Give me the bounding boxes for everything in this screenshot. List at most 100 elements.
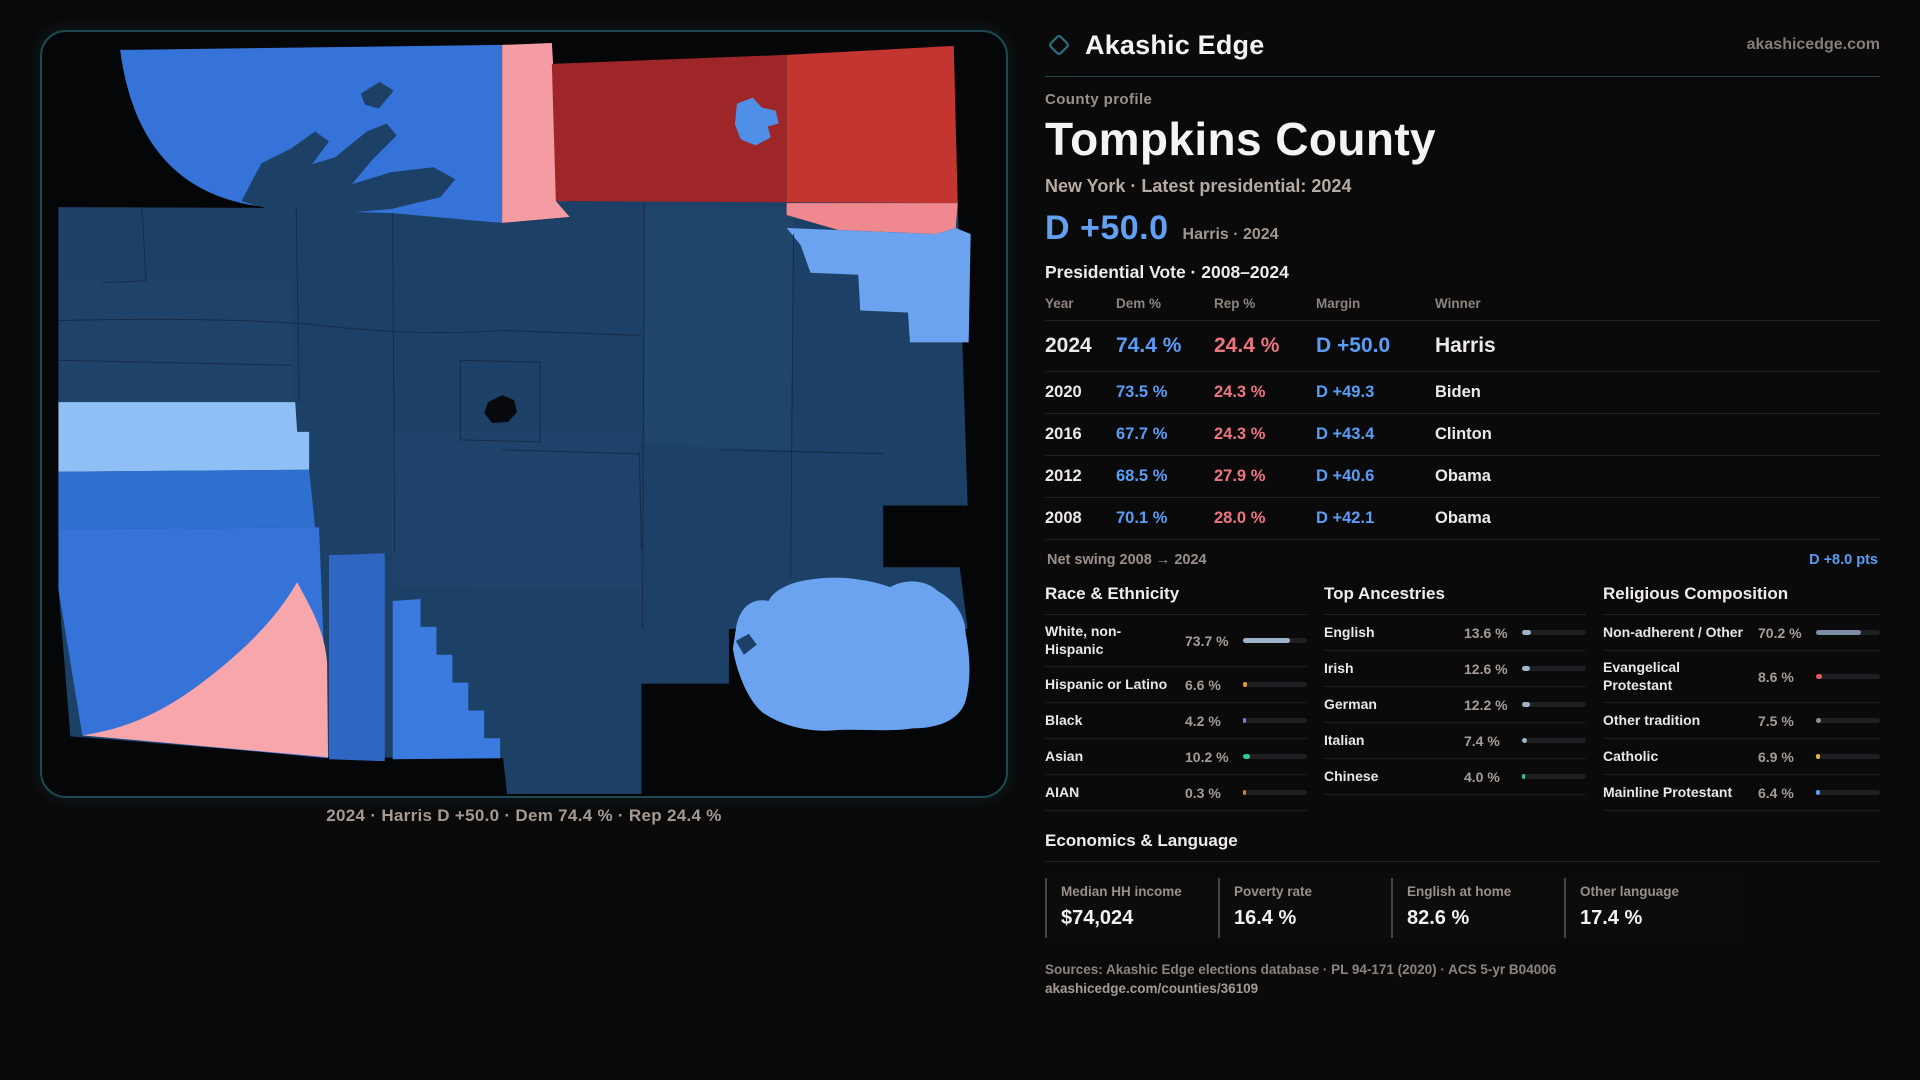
cell-winner: Harris xyxy=(1435,320,1880,372)
section-title: Race & Ethnicity xyxy=(1045,584,1307,615)
cell-rep: 24.3 % xyxy=(1214,371,1316,414)
economics-stats-row: Median HH income $74,024 Poverty rate 16… xyxy=(1045,878,1880,938)
headline-margin-value: D +50.0 xyxy=(1045,209,1169,247)
demo-bar-fill xyxy=(1816,674,1822,679)
net-swing-label: Net swing 2008 → 2024 xyxy=(1047,552,1207,568)
demo-row: Italian 7.4 % xyxy=(1324,723,1586,759)
precinct-region-dem-medium xyxy=(58,469,316,530)
cell-dem: 67.7 % xyxy=(1116,413,1214,456)
cell-rep: 24.4 % xyxy=(1214,320,1316,372)
net-swing-row: Net swing 2008 → 2024 D +8.0 pts xyxy=(1045,540,1880,568)
demo-bar-fill xyxy=(1522,630,1531,635)
demo-row: Mainline Protestant 6.4 % xyxy=(1603,775,1880,811)
section-title: Religious Composition xyxy=(1603,584,1880,615)
stat-english-at-home: English at home 82.6 % xyxy=(1391,878,1564,938)
demo-label: AIAN xyxy=(1045,783,1080,800)
demo-row: German 12.2 % xyxy=(1324,687,1586,723)
demo-row: English 13.6 % xyxy=(1324,615,1586,651)
demo-value: 4.0 % xyxy=(1464,768,1500,785)
presidential-vote-table: Year Dem % Rep % Margin Winner 2024 74.4… xyxy=(1045,287,1880,540)
cell-year: 2020 xyxy=(1045,371,1116,414)
table-row-2012: 2012 68.5 % 27.9 % D +40.6 Obama xyxy=(1045,455,1880,498)
footer: Sources: Akashic Edge elections database… xyxy=(1045,962,1880,996)
county-precinct-map xyxy=(40,30,1008,798)
precinct-region-rep-strong xyxy=(551,54,787,204)
precinct-region-dem-blob xyxy=(734,97,779,146)
precinct-region-dem-medium xyxy=(329,553,385,762)
cell-winner: Obama xyxy=(1435,455,1880,498)
demo-label: Irish xyxy=(1324,659,1354,676)
demo-label: English xyxy=(1324,623,1375,640)
demo-bar xyxy=(1816,754,1880,759)
cell-winner: Obama xyxy=(1435,497,1880,540)
demo-value: 12.2 % xyxy=(1464,696,1508,713)
col-rep: Rep % xyxy=(1214,287,1316,321)
cell-rep: 24.3 % xyxy=(1214,413,1316,456)
brand-name: Akashic Edge xyxy=(1085,29,1265,60)
demo-row: Black 4.2 % xyxy=(1045,703,1307,739)
demo-label: White, non-Hispanic xyxy=(1045,623,1122,657)
demo-label: Mainline Protestant xyxy=(1603,783,1733,800)
demo-bar-fill xyxy=(1243,682,1248,687)
precinct-notch xyxy=(735,633,757,655)
demo-bar xyxy=(1816,790,1880,795)
county-profile-panel: Akashic Edge akashicedge.com County prof… xyxy=(1045,24,1880,996)
demo-bar xyxy=(1243,790,1307,795)
demo-bar-fill xyxy=(1816,718,1821,723)
demo-bar-fill xyxy=(1243,718,1246,723)
demo-bar-fill xyxy=(1816,630,1861,635)
demo-bar xyxy=(1816,674,1880,679)
demo-label: Other tradition xyxy=(1603,711,1701,728)
table-row-2008: 2008 70.1 % 28.0 % D +42.1 Obama xyxy=(1045,497,1880,540)
demo-label: Italian xyxy=(1324,731,1365,748)
demo-bar-fill xyxy=(1243,790,1246,795)
table-row-2020: 2020 73.5 % 24.3 % D +49.3 Biden xyxy=(1045,371,1880,414)
cell-rep: 27.9 % xyxy=(1214,455,1316,498)
cell-margin: D +40.6 xyxy=(1316,455,1435,498)
demo-value: 13.6 % xyxy=(1464,624,1508,641)
demo-bar-fill xyxy=(1816,790,1821,795)
demo-bar xyxy=(1243,682,1307,687)
demo-bar-fill xyxy=(1243,754,1250,759)
col-year: Year xyxy=(1045,287,1116,321)
demo-row: Evangelical Protestant 8.6 % xyxy=(1603,651,1880,703)
brand-domain: akashicedge.com xyxy=(1746,36,1880,53)
stat-poverty-rate: Poverty rate 16.4 % xyxy=(1218,878,1391,938)
precinct-region-center-blob xyxy=(484,395,518,423)
stat-value: $74,024 xyxy=(1061,907,1134,929)
demo-row: Chinese 4.0 % xyxy=(1324,759,1586,795)
demo-value: 6.4 % xyxy=(1758,784,1794,801)
demo-label: German xyxy=(1324,695,1377,712)
headline-margin-context: Harris · 2024 xyxy=(1182,226,1279,243)
cell-margin: D +49.3 xyxy=(1316,371,1435,414)
cell-margin: D +43.4 xyxy=(1316,413,1435,456)
demo-value: 4.2 % xyxy=(1185,712,1221,729)
stat-value: 17.4 % xyxy=(1580,907,1643,929)
demo-value: 70.2 % xyxy=(1758,624,1802,641)
cell-margin: D +50.0 xyxy=(1316,320,1435,372)
map-caption: 2024 · Harris D +50.0 · Dem 74.4 % · Rep… xyxy=(326,806,722,825)
stat-label: Median HH income xyxy=(1061,884,1182,899)
demo-bar-fill xyxy=(1816,754,1821,759)
demo-bar xyxy=(1522,738,1586,743)
cell-rep: 28.0 % xyxy=(1214,497,1316,540)
demo-bar-fill xyxy=(1243,638,1291,643)
stat-value: 16.4 % xyxy=(1234,907,1297,929)
demo-row: Non-adherent / Other 70.2 % xyxy=(1603,615,1880,651)
stat-label: Poverty rate xyxy=(1234,884,1313,899)
demo-row: Asian 10.2 % xyxy=(1045,739,1307,775)
net-swing-value: D +8.0 pts xyxy=(1809,552,1878,568)
sources-line: Sources: Akashic Edge elections database… xyxy=(1045,962,1557,977)
demo-value: 7.4 % xyxy=(1464,732,1500,749)
cell-dem: 70.1 % xyxy=(1116,497,1214,540)
precinct-shade xyxy=(390,429,640,590)
col-winner: Winner xyxy=(1435,287,1880,321)
demo-row: Irish 12.6 % xyxy=(1324,651,1586,687)
demo-bar xyxy=(1243,718,1307,723)
cell-winner: Biden xyxy=(1435,371,1880,414)
demo-label: Black xyxy=(1045,711,1083,728)
economics-section-title: Economics & Language xyxy=(1045,831,1880,862)
demo-label: Hispanic or Latino xyxy=(1045,675,1168,692)
demo-value: 12.6 % xyxy=(1464,660,1508,677)
table-row-2024: 2024 74.4 % 24.4 % D +50.0 Harris xyxy=(1045,320,1880,372)
